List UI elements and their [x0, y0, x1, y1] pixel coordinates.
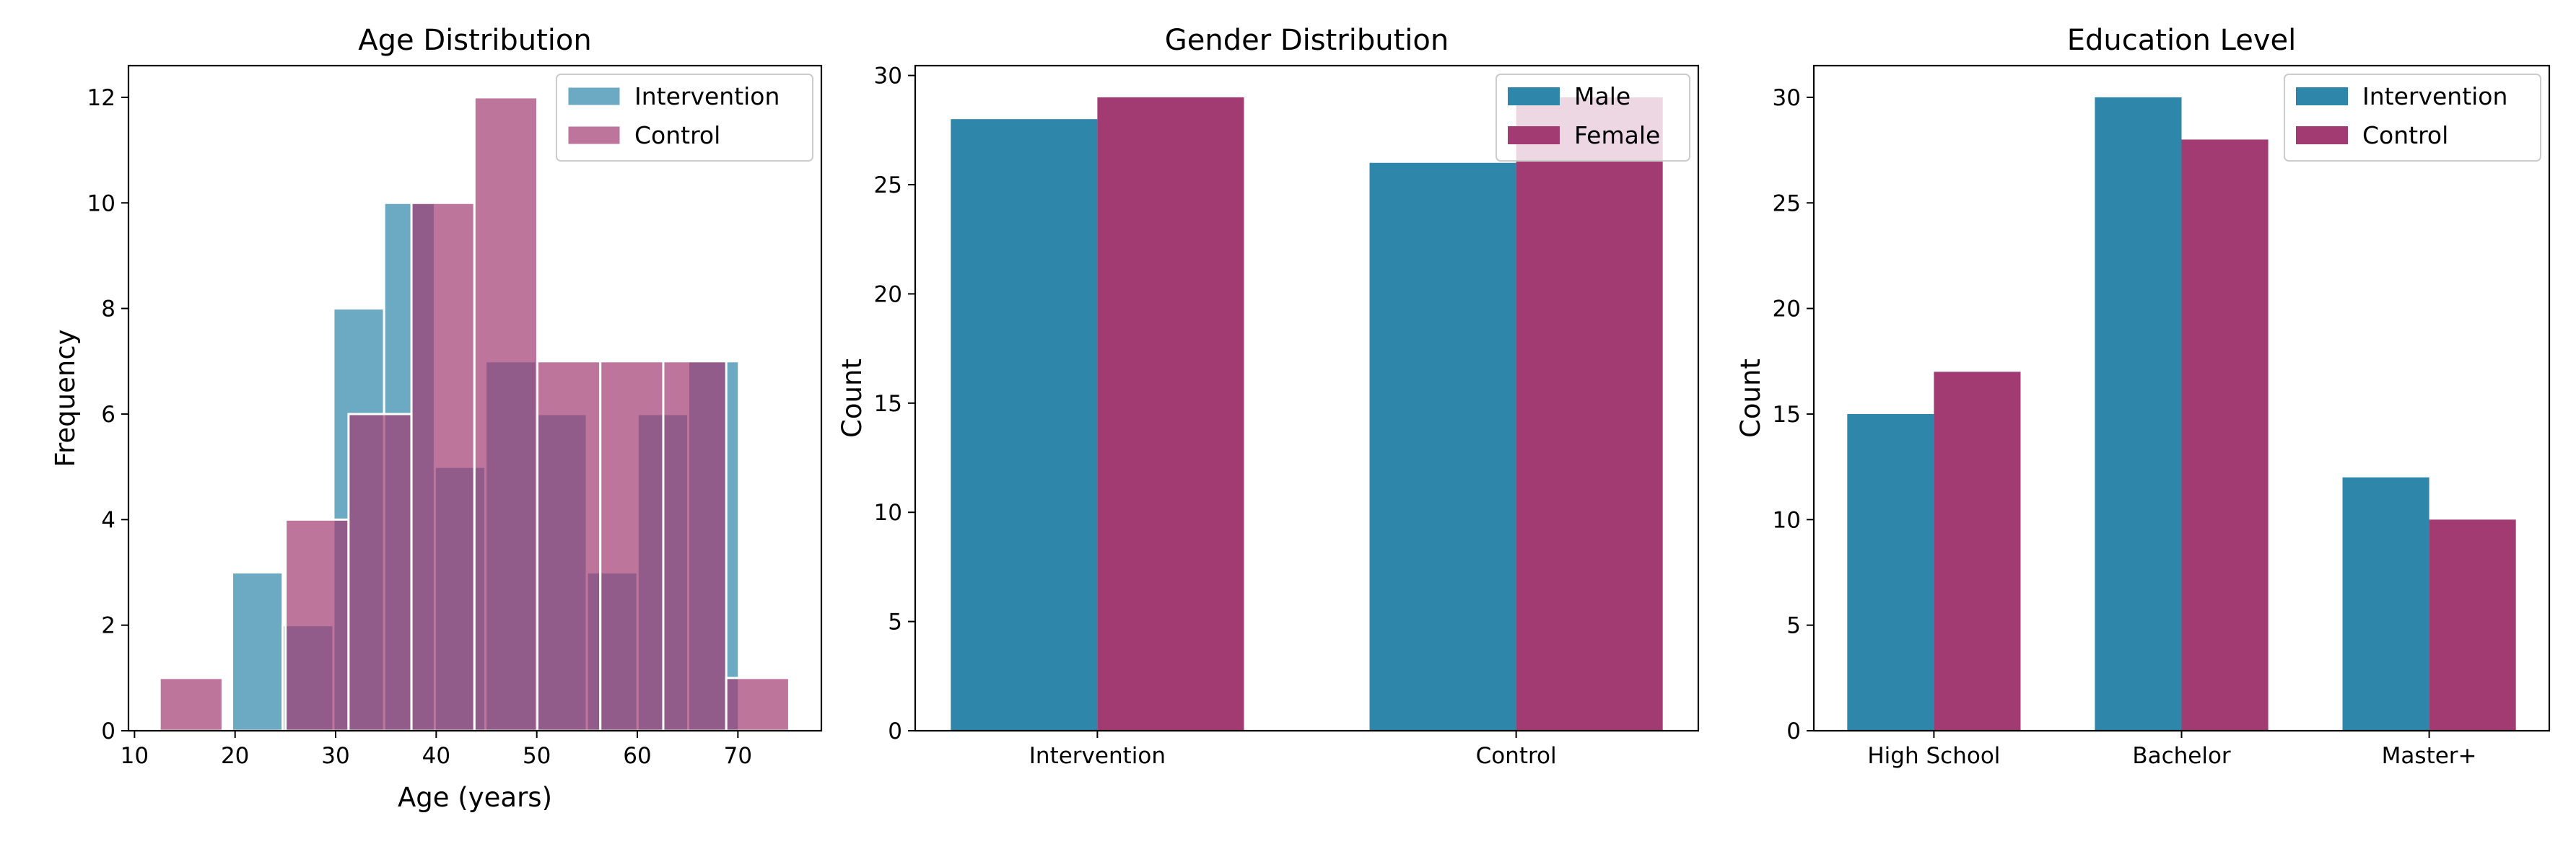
hist-bar-control [536, 360, 602, 732]
y-tick-label: 30 [1773, 85, 1801, 111]
axes-frame [1812, 64, 2551, 732]
y-tick-label: 0 [888, 718, 902, 744]
legend-label: Control [634, 121, 720, 149]
x-tick-label: 20 [221, 743, 249, 769]
y-tick-label: 6 [101, 402, 115, 428]
legend-swatch-intervention [567, 87, 621, 106]
chart-title: Age Distribution [358, 24, 591, 57]
x-tick-label: High School [1867, 743, 2000, 769]
y-tick-label: 0 [101, 718, 115, 744]
bar-intervention [2095, 97, 2182, 731]
chart-title: Education Level [2067, 24, 2296, 57]
legend-swatch-male [1508, 87, 1560, 105]
hist-bar-control [410, 201, 476, 732]
y-tick-label: 25 [1773, 190, 1801, 216]
y-tick-label: 2 [101, 613, 115, 639]
y-tick-label: 20 [874, 281, 902, 307]
legend-label: Female [1574, 121, 1660, 149]
y-tick-label: 10 [87, 190, 115, 216]
panel-1: 10 20 30 40 50 60 70 0 2 4 6 8 10 12 Age Distribution A… [50, 24, 823, 813]
legend: Intervention Control [2284, 74, 2541, 162]
bar-female [1097, 97, 1244, 731]
bar-control [2429, 519, 2516, 731]
y-tick-label: 5 [888, 610, 902, 636]
x-axis-label: Age (years) [398, 782, 552, 813]
panel-2: Intervention Control 0 5 10 15 20 25 30 Gender Di… [837, 24, 1700, 769]
legend-swatch-female [1508, 126, 1560, 144]
hist-bar-control [284, 518, 350, 732]
bar-intervention [2342, 477, 2429, 731]
y-tick-label: 8 [101, 296, 115, 322]
y-axis-label: Count [837, 359, 868, 438]
bar-male [1369, 162, 1516, 731]
legend-frame [556, 74, 813, 162]
x-tick-label: Control [1476, 743, 1557, 769]
hist-bar-control [662, 360, 728, 732]
x-tick-label: Intervention [1029, 743, 1166, 769]
x-tick-label: Master+ [2382, 743, 2477, 769]
y-tick-label: 15 [874, 391, 902, 417]
bar-intervention [1847, 413, 1934, 731]
x-tick-label: 60 [623, 743, 651, 769]
x-tick-label: 50 [523, 743, 551, 769]
y-tick-label: 10 [1773, 507, 1801, 533]
x-tick-label: Bachelor [2132, 743, 2231, 769]
panel-3: High School Bachelor Master+ 0 5 10 15 20 25 30 Ed… [1735, 24, 2551, 769]
x-tick-label: 10 [121, 743, 149, 769]
bar-control [1934, 372, 2021, 731]
y-tick-label: 4 [101, 507, 115, 533]
y-tick-label: 25 [874, 172, 902, 198]
x-tick-label: 70 [724, 743, 752, 769]
hist-bar-control [599, 360, 665, 732]
y-axis-label: Count [1735, 359, 1766, 438]
legend-label: Control [2362, 121, 2448, 149]
hist-bar-intervention [231, 571, 284, 732]
bar-female [1516, 97, 1663, 731]
y-axis-label: Frequency [50, 329, 81, 467]
legend-swatch-control [2296, 126, 2348, 144]
y-tick-label: 15 [1773, 402, 1801, 428]
hist-bar-control [725, 677, 790, 732]
bar-control [2181, 139, 2269, 731]
x-tick-label: 30 [321, 743, 349, 769]
legend-label: Intervention [2362, 82, 2507, 110]
legend: Intervention Control [556, 74, 813, 162]
y-tick-label: 30 [874, 63, 902, 89]
x-tick-label: 40 [422, 743, 450, 769]
y-tick-label: 0 [1786, 718, 1801, 744]
bar-male [951, 119, 1098, 731]
y-tick-label: 5 [1786, 613, 1801, 639]
chart-title: Gender Distribution [1165, 24, 1449, 57]
hist-bar-control [158, 677, 224, 732]
y-tick-label: 10 [874, 500, 902, 526]
legend-label: Male [1574, 82, 1630, 110]
legend-swatch-intervention [2296, 87, 2348, 105]
y-tick-label: 12 [87, 85, 115, 111]
axes-frame [127, 64, 823, 732]
legend-frame [2284, 74, 2541, 162]
legend: Male Female [1496, 74, 1690, 162]
hist-bar-control [347, 413, 413, 732]
legend-label: Intervention [634, 82, 780, 110]
axes-frame [914, 64, 1700, 732]
hist-bar-control [473, 96, 539, 732]
y-tick-label: 20 [1773, 296, 1801, 322]
legend-swatch-control [567, 126, 621, 145]
